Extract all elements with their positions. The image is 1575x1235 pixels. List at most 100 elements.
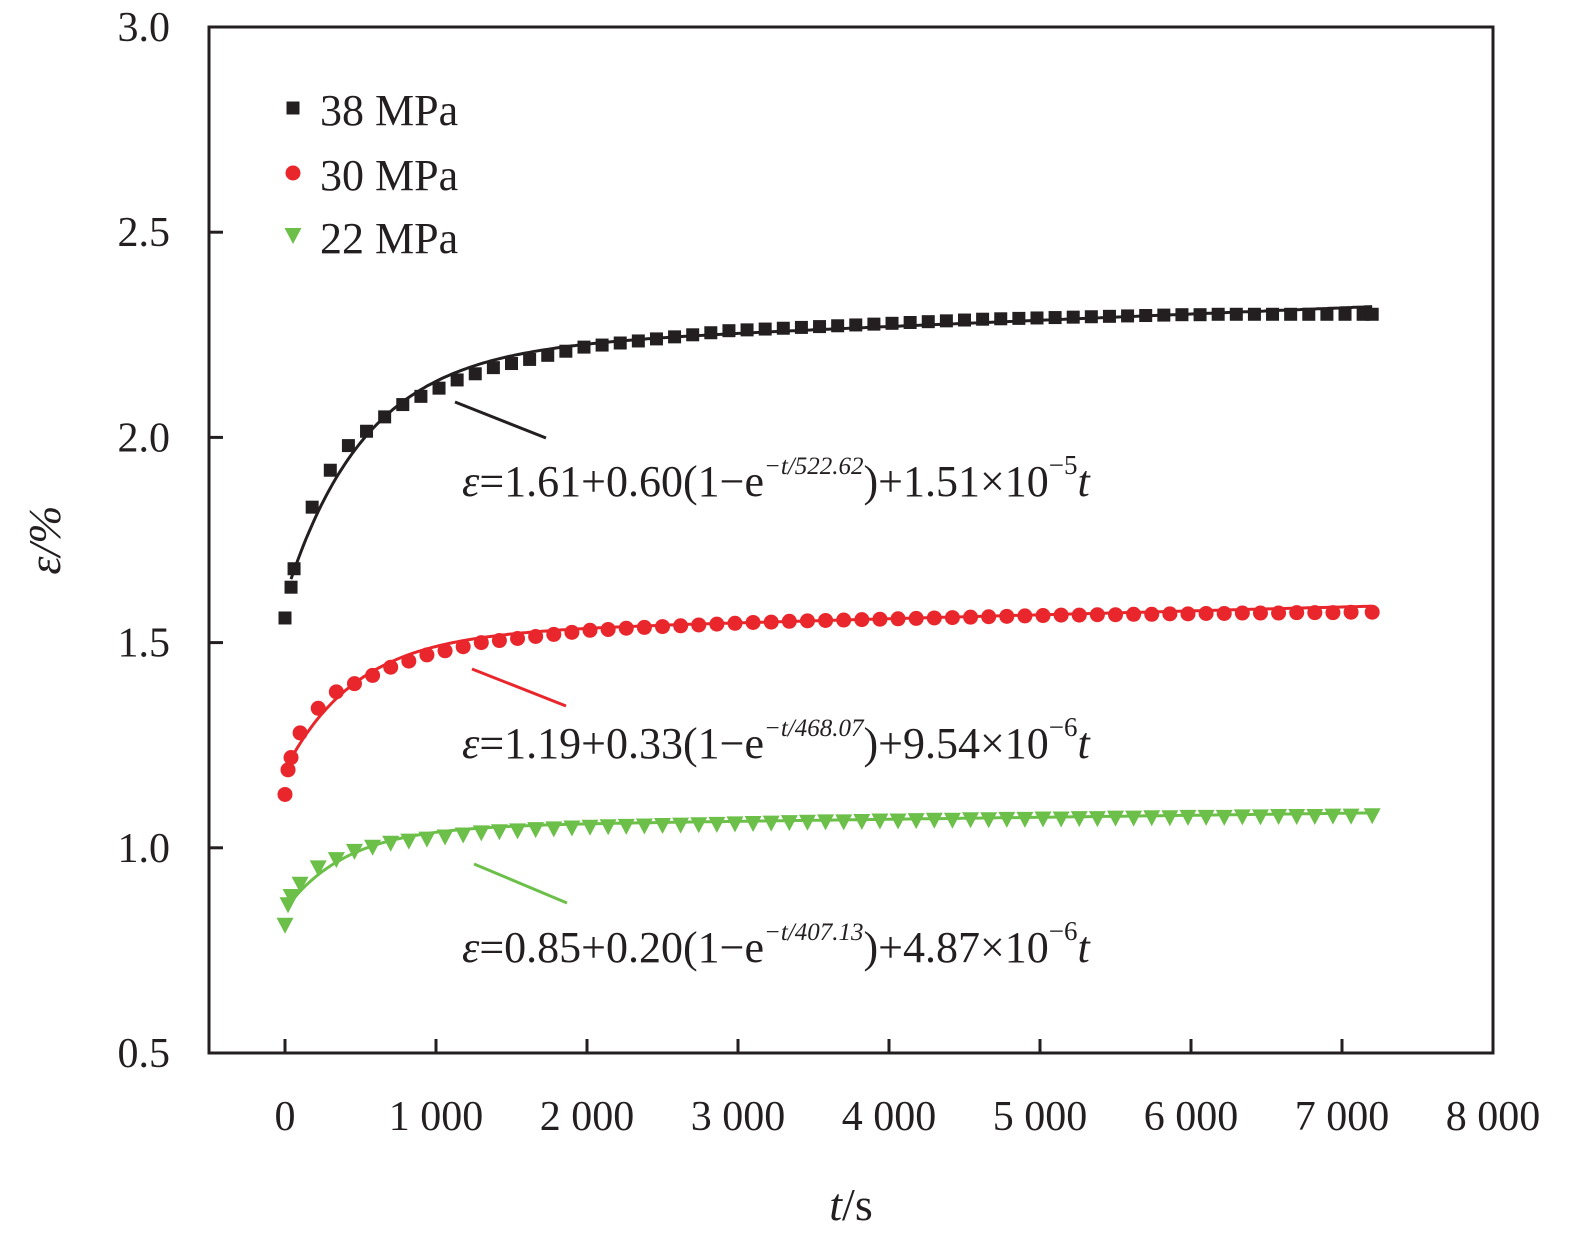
data-point: [999, 608, 1015, 624]
data-point: [831, 319, 845, 333]
data-point: [1088, 811, 1106, 828]
y-tick-label: 1.0: [118, 826, 171, 872]
data-point: [943, 812, 961, 829]
x-tick-label: 0: [275, 1094, 296, 1140]
data-point: [704, 326, 718, 340]
data-point: [781, 613, 797, 629]
data-point: [1216, 605, 1232, 621]
data-point: [345, 843, 363, 860]
eq-main: =0.85+0.20(1−e: [479, 923, 764, 972]
data-point: [563, 820, 581, 837]
data-point: [527, 822, 545, 839]
data-point: [401, 653, 417, 669]
data-point: [287, 562, 301, 576]
data-point: [1271, 605, 1287, 621]
y-tick-label: 2.0: [118, 415, 171, 461]
data-point: [690, 817, 708, 834]
legend: 38 MPa 30 MPa 22 MPa: [284, 86, 458, 263]
data-point: [1071, 607, 1087, 623]
fit-equation: ε=1.19+0.33(1−e−t/468.07)+9.54×10−6t: [462, 712, 1092, 768]
eq-epsilon: ε: [462, 719, 480, 768]
data-point: [283, 750, 299, 766]
data-point: [280, 762, 296, 778]
x-tick-label: 1 000: [389, 1094, 484, 1140]
data-point: [686, 328, 700, 342]
x-axis-variable: t: [829, 1179, 843, 1230]
legend-label: 22 MPa: [320, 214, 458, 263]
legend-marker: [285, 165, 301, 181]
x-tick-label: 5 000: [993, 1094, 1088, 1140]
x-axis-title: t/s: [829, 1179, 872, 1230]
data-point: [595, 338, 609, 352]
x-tick-label: 7 000: [1295, 1094, 1390, 1140]
y-tick-label: 1.5: [118, 621, 171, 667]
data-point: [1161, 810, 1179, 827]
data-point: [1048, 311, 1062, 325]
data-point: [727, 615, 743, 631]
data-point: [1342, 808, 1360, 825]
eq-exponent: −t/522.62: [764, 453, 864, 480]
data-point: [867, 317, 881, 331]
data-point: [1193, 308, 1207, 322]
data-point: [1052, 811, 1070, 828]
fit-equations: ε=1.61+0.60(1−e−t/522.62)+1.51×10−5tε=1.…: [462, 450, 1092, 972]
y-axis-title: ε/%: [19, 505, 70, 574]
data-point: [871, 813, 889, 830]
data-point: [1364, 604, 1380, 620]
data-point: [1179, 809, 1197, 826]
data-point: [994, 312, 1008, 326]
x-tick-label: 8 000: [1446, 1094, 1541, 1140]
data-point: [780, 815, 798, 832]
data-point: [963, 609, 979, 625]
data-point: [635, 818, 653, 835]
data-point: [1363, 808, 1381, 825]
eq-variable: t: [1078, 457, 1092, 506]
data-point: [745, 614, 761, 630]
data-point: [617, 818, 635, 835]
x-axis-unit: /s: [842, 1179, 873, 1230]
data-point: [1284, 307, 1298, 321]
data-point: [382, 835, 400, 852]
data-point: [1030, 311, 1044, 325]
data-point: [1307, 605, 1323, 621]
data-point: [277, 786, 293, 802]
data-point: [1325, 605, 1341, 621]
data-point: [577, 340, 591, 354]
x-tick-label: 2 000: [540, 1094, 635, 1140]
data-point: [491, 633, 507, 649]
y-axis-variable: ε: [19, 556, 70, 575]
data-point: [853, 813, 871, 830]
data-point: [305, 500, 319, 514]
data-point: [1289, 605, 1305, 621]
data-point: [327, 852, 345, 869]
data-point: [673, 618, 689, 634]
data-point: [885, 316, 899, 330]
data-point: [341, 439, 355, 453]
data-point: [613, 336, 627, 350]
eq-tail: )+9.54×10: [863, 719, 1048, 768]
data-point: [654, 818, 671, 835]
data-point: [835, 814, 853, 831]
data-point: [1233, 809, 1251, 826]
data-point: [1270, 809, 1288, 826]
data-point: [709, 616, 725, 632]
plot-frame: [207, 25, 1495, 1055]
data-point: [798, 814, 816, 831]
data-point: [1108, 607, 1123, 623]
data-point: [1365, 307, 1379, 321]
data-point: [708, 816, 726, 833]
data-point: [1302, 307, 1316, 321]
data-point: [468, 367, 482, 381]
eq-main: =1.61+0.60(1−e: [479, 457, 764, 506]
equation-leader-lines: [454, 400, 568, 905]
data-point: [618, 620, 634, 636]
data-point: [450, 373, 464, 387]
data-point: [1084, 310, 1098, 324]
data-point: [1126, 606, 1142, 622]
data-point: [649, 332, 663, 346]
data-point: [400, 833, 418, 850]
data-point: [1089, 607, 1105, 623]
data-point: [958, 313, 971, 327]
data-point: [998, 811, 1016, 828]
data-point: [559, 344, 573, 358]
